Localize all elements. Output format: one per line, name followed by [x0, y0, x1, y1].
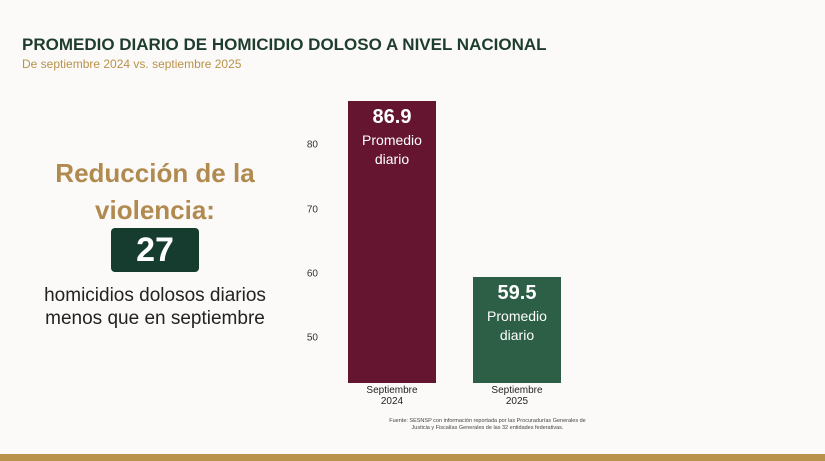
value-label-group: 59.5 Promedio diario	[473, 282, 561, 345]
value-label: 86.9	[372, 105, 412, 128]
x-tick-label: Septiembre 2025	[491, 385, 543, 407]
chart-subtitle: De septiembre 2024 vs. septiembre 2025	[22, 57, 242, 71]
y-tick-label: 70	[306, 204, 318, 215]
y-tick-label: 60	[306, 268, 318, 280]
bar	[473, 276, 561, 383]
summary-text: homicidios dolosos diarios menos que en …	[44, 285, 266, 329]
chart-title: PROMEDIO DIARIO DE HOMICIDIO DOLOSO A NI…	[22, 35, 547, 54]
source-note: Fuente: SESNSP con información reportada…	[389, 418, 586, 431]
x-tick-label: Septiembre 2024	[366, 385, 418, 407]
value-label-group: 86.9 Promedio diario	[348, 106, 436, 169]
value-label: 59.5	[497, 281, 537, 304]
bar-caption: Promedio diario	[487, 307, 547, 343]
bar	[348, 100, 436, 383]
bar-caption: Promedio diario	[362, 131, 422, 167]
summary-number: 27	[111, 228, 199, 272]
summary-heading: Reducción de la violencia:	[55, 158, 255, 225]
y-tick-label: 80	[306, 139, 318, 151]
footer-line	[0, 454, 825, 461]
y-tick-label: 50	[306, 332, 318, 344]
